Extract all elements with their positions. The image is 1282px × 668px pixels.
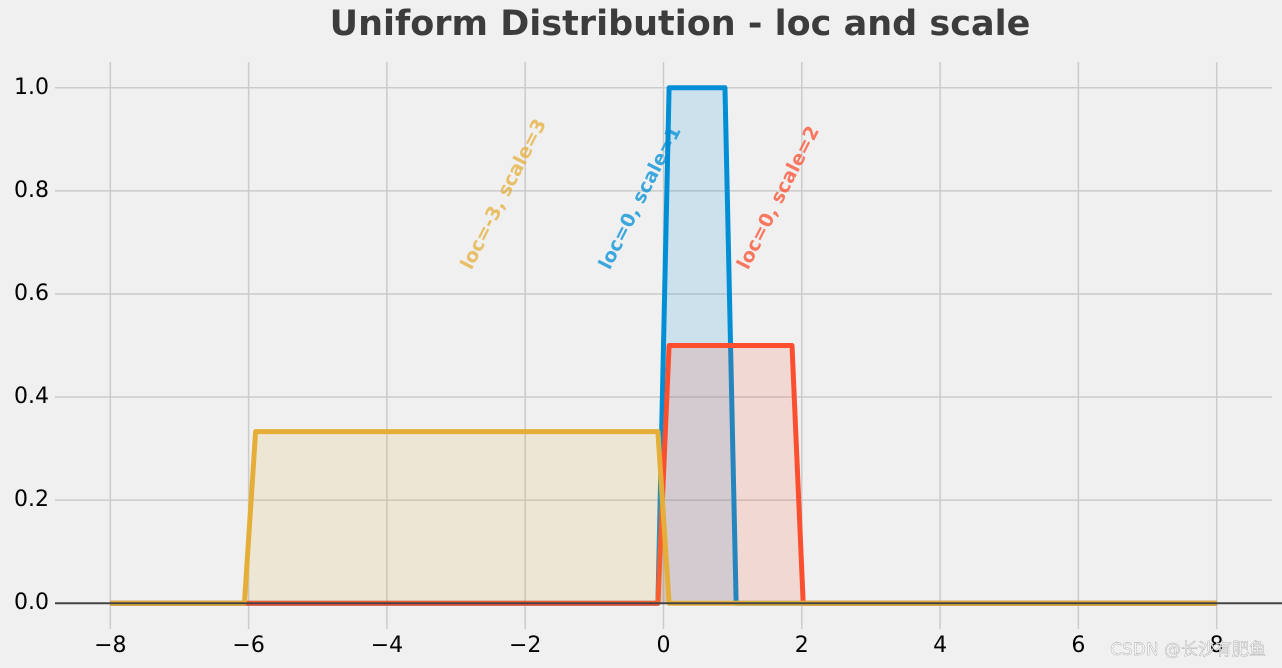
y-tick-label: 1.0 [14,75,49,100]
y-tick-label: 0.2 [14,487,49,512]
x-tick-label: −2 [509,633,541,658]
watermark: CSDN @长沙有肥鱼 [1110,640,1266,660]
y-tick-label: 0.6 [14,281,49,306]
chart-title: Uniform Distribution - loc and scale [330,4,1031,44]
series-label: loc=0, scale=2 [733,122,824,273]
y-tick-label: 0.4 [14,384,49,409]
series-label: loc=-3, scale=3 [456,115,551,273]
x-tick-label: −6 [232,633,264,658]
x-tick-label: −4 [371,633,403,658]
x-tick-label: 4 [933,633,947,658]
x-tick-label: 2 [795,633,809,658]
y-tick-label: 0.8 [14,178,49,203]
x-tick-label: 6 [1071,633,1085,658]
y-tick-label: 0.0 [14,590,49,615]
x-tick-label: 8 [1210,633,1224,658]
x-tick-label: 0 [657,633,671,658]
x-tick-label: −8 [94,633,126,658]
